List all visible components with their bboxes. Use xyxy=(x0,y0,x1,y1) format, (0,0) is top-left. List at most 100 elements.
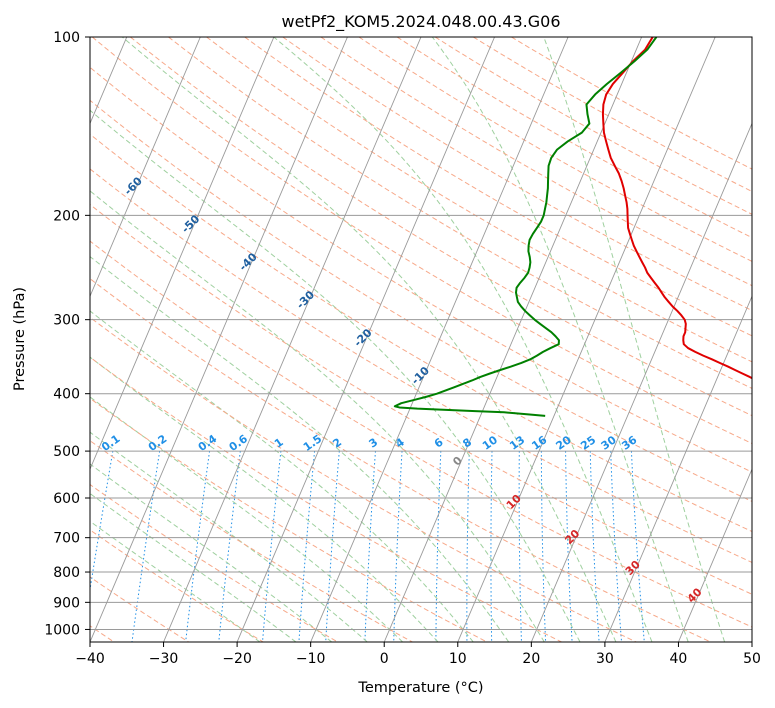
dry-adiabat-line xyxy=(206,37,752,363)
x-tick-label: 0 xyxy=(380,651,389,667)
dry-adiabat-line xyxy=(90,240,752,628)
mixing-ratio-label: 2 xyxy=(330,436,344,451)
dry-adiabats xyxy=(90,37,752,642)
x-tick-label: −10 xyxy=(296,651,326,667)
dry-adiabat-line xyxy=(90,168,752,563)
y-tick-label: 800 xyxy=(53,565,80,581)
isotherm-line xyxy=(604,295,752,642)
y-axis: 100 200 300 400 500 600 700 800 900 1000 xyxy=(44,30,90,638)
adiabat-label: -60 xyxy=(122,174,145,197)
moist-adiabat-line xyxy=(90,492,297,642)
mixing-ratio-line xyxy=(185,451,211,642)
isotherm-line xyxy=(751,640,752,642)
x-tick-label: 50 xyxy=(743,651,761,667)
adiabat-label: -80 xyxy=(7,98,30,121)
dry-adiabat-line xyxy=(90,99,752,502)
moist-adiabat-line xyxy=(90,356,439,642)
mixing-ratio-line xyxy=(364,451,376,642)
y-tick-label: 600 xyxy=(53,491,80,507)
dry-adiabat-line xyxy=(91,37,752,445)
mixing-ratio-line xyxy=(565,451,573,642)
dry-adiabat-line xyxy=(90,316,637,642)
isotherm-line xyxy=(678,467,752,642)
mixing-ratio-line xyxy=(630,451,645,642)
isotherm-line xyxy=(310,37,569,642)
x-axis: −40 −30 −20 −10 0 10 20 30 40 50 xyxy=(75,642,761,667)
adiabat-label: -30 xyxy=(294,288,317,311)
adiabat-label: 30 xyxy=(623,558,643,578)
isotherm-line xyxy=(236,37,495,642)
moist-adiabat-line xyxy=(121,37,617,642)
moist-adiabats xyxy=(90,37,726,642)
profile-lines xyxy=(393,37,752,417)
mixing-ratio-label: 25 xyxy=(578,433,598,452)
moist-adiabat-line xyxy=(90,396,403,642)
mixing-ratio-line xyxy=(325,451,340,642)
isotherm-line xyxy=(163,37,422,642)
x-tick-label: 30 xyxy=(596,651,614,667)
mixing-ratio-line xyxy=(518,451,522,642)
mixing-ratio-label: 4 xyxy=(393,435,407,450)
mixing-ratio-label: 13 xyxy=(507,433,527,452)
moist-adiabat-line xyxy=(90,463,333,642)
adiabat-label: -20 xyxy=(351,326,374,349)
adiabat-label: -40 xyxy=(237,250,260,273)
moist-adiabat-line xyxy=(431,37,689,642)
temperature-line xyxy=(601,37,752,380)
mixing-ratio-lines xyxy=(90,451,645,642)
mixing-ratio-line xyxy=(90,451,114,593)
mixing-ratio-line xyxy=(262,451,282,642)
y-tick-label: 200 xyxy=(53,208,80,224)
moist-adiabat-line xyxy=(90,255,510,642)
isotherm-line xyxy=(457,37,716,642)
dry-adiabat-line xyxy=(90,66,752,473)
dry-adiabat-line xyxy=(472,37,752,193)
mixing-ratio-label: 10 xyxy=(480,433,500,453)
isotherms xyxy=(90,37,752,642)
isotherm-line xyxy=(90,37,201,298)
mixing-ratio-line xyxy=(131,451,161,642)
y-tick-label: 700 xyxy=(53,531,80,547)
x-tick-label: −40 xyxy=(75,651,105,667)
mixing-ratio-line xyxy=(540,451,547,642)
mixing-ratio-line xyxy=(298,451,316,642)
x-tick-label: −30 xyxy=(149,651,179,667)
moist-adiabat-line xyxy=(90,190,545,642)
y-tick-label: 300 xyxy=(53,313,80,329)
mixing-ratio-label: 1 xyxy=(272,436,286,451)
chart-title: wetPf2_KOM5.2024.048.00.43.G06 xyxy=(281,12,560,32)
moist-adiabat-line xyxy=(273,37,653,642)
dry-adiabat-line xyxy=(90,397,488,642)
mixing-ratio-label: 3 xyxy=(367,436,381,451)
adiabat-label: 20 xyxy=(562,527,582,547)
adiabat-label: -70 xyxy=(64,136,87,159)
mixing-ratio-label: 30 xyxy=(599,433,619,453)
y-tick-label: 1000 xyxy=(44,622,80,638)
mixing-ratio-line xyxy=(393,451,403,642)
mixing-ratio-line xyxy=(435,451,442,642)
isotherm-line xyxy=(90,37,275,471)
y-tick-label: 400 xyxy=(53,387,80,403)
mixing-ratio-line xyxy=(218,451,241,642)
y-tick-label: 900 xyxy=(53,595,80,611)
mixing-ratio-label: 6 xyxy=(432,435,446,450)
isotherm-line xyxy=(90,37,348,642)
moist-adiabat-line xyxy=(90,520,261,642)
mixing-ratio-label: 20 xyxy=(554,433,574,453)
dry-adiabat-line xyxy=(90,529,264,642)
plot-area: 0.10.20.40.611.52346810131620253036-100-… xyxy=(7,37,752,642)
y-axis-label: Pressure (hPa) xyxy=(12,287,28,391)
x-axis-label: Temperature (°C) xyxy=(357,680,483,696)
dry-adiabat-line xyxy=(358,37,752,262)
dry-adiabat-line xyxy=(90,576,189,642)
dry-adiabat-line xyxy=(90,440,413,642)
moist-adiabat-line xyxy=(543,37,726,642)
dry-adiabat-line xyxy=(90,278,711,642)
mixing-ratio-line xyxy=(490,451,493,642)
x-tick-label: 40 xyxy=(670,651,688,667)
dry-adiabat-line xyxy=(90,203,752,595)
isotherm-line xyxy=(530,122,752,642)
dry-adiabat-line xyxy=(90,483,339,642)
dewpoint-line xyxy=(393,37,658,417)
